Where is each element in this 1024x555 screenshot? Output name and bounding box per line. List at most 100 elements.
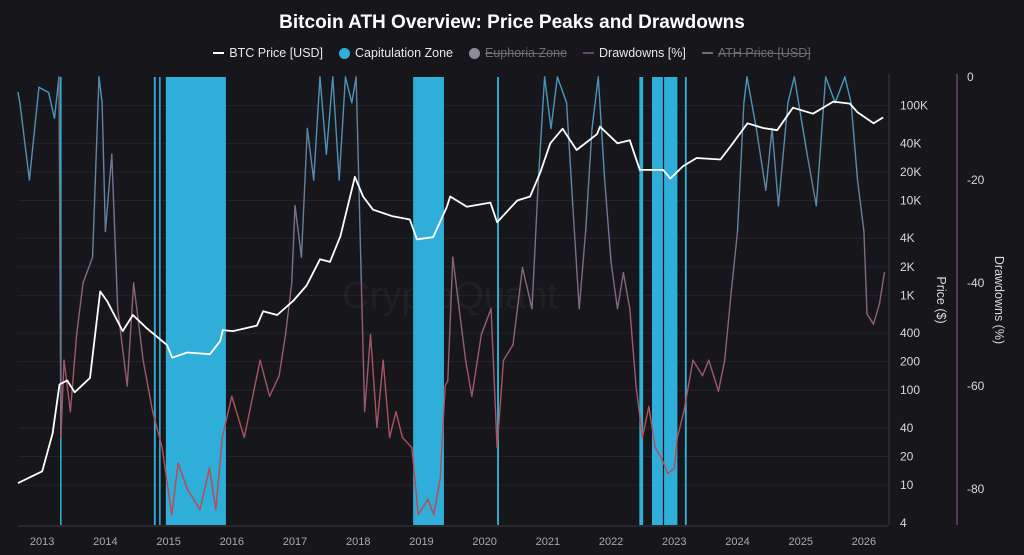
price-series [17,100,884,484]
drawdown-line-segment [692,359,704,377]
drawdown-line-segment [746,76,758,130]
drawdown-line-segment [306,127,315,181]
drawdown-line-segment [641,405,650,439]
drawdown-line-segment [743,76,748,104]
drawdown-line-segment [844,76,852,104]
legend-item-ath-price[interactable]: ATH Price [USD] [701,46,811,60]
capitulation-zone-band [684,77,687,525]
drawdown-line-segment [683,359,694,413]
drawdown-line-segment [834,76,846,104]
year-tick-label: 2019 [409,536,433,548]
drawdown-line-segment [872,302,881,325]
legend-line-swatch [701,52,713,54]
year-tick-label: 2013 [30,536,54,548]
legend-dot-swatch [339,47,351,59]
drawdown-line-segment [444,380,449,387]
btc-price-line [17,100,884,484]
legend-item-capitulation-zone[interactable]: Capitulation Zone [339,46,453,60]
legend-item-btc-price[interactable]: BTC Price [USD] [213,46,323,60]
drawdown-line-segment [512,266,524,346]
drawdown-axis-title: Drawdowns (%) [992,256,1006,344]
drawdown-line-segment [676,411,685,439]
drawdown-tick-label: -60 [967,379,985,393]
drawdown-line-segment [313,76,321,181]
legend-item-drawdowns[interactable]: Drawdowns [%] [583,46,686,60]
price-tick-label: 200 [900,355,920,369]
legend: BTC Price [USD] Capitulation Zone Euphor… [0,46,1024,60]
price-tick-label: 100 [900,383,920,397]
drawdown-line-segment [701,359,710,377]
drawdown-tick-label: -80 [967,482,985,496]
price-tick-label: 100K [900,99,928,113]
drawdown-line-segment [603,179,612,264]
drawdown-line-segment [60,359,65,439]
drawdown-line-segment [142,359,154,413]
legend-line-swatch [583,52,595,54]
legend-label: Capitulation Zone [355,46,454,60]
price-tick-label: 20 [900,450,914,464]
drawdown-line-segment [161,447,173,516]
year-tick-label: 2018 [346,536,370,548]
drawdown-line-segment [496,359,505,449]
capitulation-zone-band [639,77,644,525]
drawdown-line-segment [351,76,357,104]
legend-item-euphoria-zone[interactable]: Euphoria Zone [469,46,567,60]
drawdown-line-segment [584,127,593,233]
capitulation-zone-band [664,77,678,525]
drawdown-line-segment [17,91,21,104]
drawdown-line-segment [19,102,31,181]
year-tick-label: 2025 [788,536,812,548]
drawdown-line-segment [53,76,60,119]
drawdown-line-segment [447,256,454,382]
drawdown-line-segment [401,436,413,449]
price-tick-label: 4K [900,231,915,245]
capitulation-zone-band [651,77,663,525]
drawdown-line-segment [480,308,492,336]
drawdown-line-segment [771,127,780,207]
drawdown-line-segment [186,488,201,511]
drawdown-line-segment [215,436,223,511]
drawdown-line-segment [231,395,245,439]
drawdown-line-segment [243,359,261,439]
drawdown-line-segment [572,205,580,310]
drawdown-line-segment [91,76,100,258]
drawdown-line-segment [47,91,56,119]
drawdown-series [17,76,886,516]
chart-title: Bitcoin ATH Overview: Price Peaks and Dr… [279,12,745,33]
drawdown-line-segment [629,308,637,387]
drawdown-line-segment [708,359,720,392]
drawdown-line-segment [815,76,827,207]
drawdown-line-segment [388,411,397,439]
drawdown-line-segment [537,76,546,181]
legend-line-swatch [213,52,225,54]
drawdown-line-segment [866,313,875,325]
drawdown-tick-label: -40 [967,276,985,290]
drawdown-line-segment [319,76,328,155]
drawdown-line-segment [556,76,568,104]
drawdown-line-segment [177,462,189,490]
drawdown-line-segment [300,127,309,258]
drawdown-line-segment [294,205,303,258]
drawdown-line-segment [531,179,540,310]
drawdown-line-segment [502,344,514,361]
drawdown-line-segment [452,256,460,310]
drawdown-line-segment [291,205,296,284]
drawdown-line-segment [824,76,836,104]
drawdown-line-segment [667,467,675,475]
drawdown-line-segment [126,282,135,387]
drawdown-line-segment [344,76,353,104]
price-tick-label: 20K [900,165,921,179]
year-tick-label: 2014 [93,536,117,548]
drawdown-line-segment [635,385,644,439]
drawdown-line-segment [116,308,128,387]
legend-label: Euphoria Zone [485,46,568,60]
drawdown-line-segment [151,411,163,449]
drawdown-line-segment [654,447,663,459]
year-tick-label: 2017 [283,536,307,548]
drawdown-line-segment [673,436,679,470]
drawdown-line-segment [622,271,631,310]
drawdown-line-segment [104,153,113,233]
drawdown-line-segment [439,385,446,480]
drawdown-line-segment [616,271,625,310]
price-tick-label: 10 [900,478,914,492]
